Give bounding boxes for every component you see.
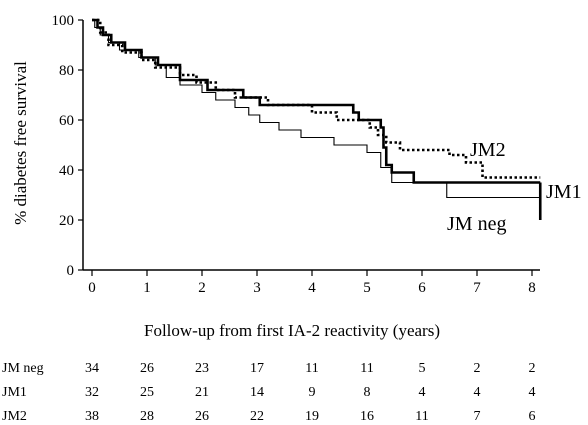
- risk-cell: 22: [250, 409, 264, 424]
- risk-cell: 6: [529, 409, 536, 424]
- risk-cell: 25: [140, 385, 154, 400]
- series-label-jm-neg: JM neg: [447, 213, 506, 235]
- series-label-jm2: JM2: [470, 139, 506, 161]
- risk-cell: 28: [140, 409, 154, 424]
- risk-cell: 11: [360, 361, 373, 376]
- risk-cell: 8: [364, 385, 371, 400]
- y-axis-ticks: 0 20 40 60 80 100: [52, 13, 83, 279]
- y-tick-label: 0: [67, 263, 75, 279]
- survival-curves: [92, 18, 542, 220]
- x-tick-label: 2: [198, 280, 206, 296]
- x-tick-label: 4: [308, 280, 316, 296]
- survival-curve-jm2: [92, 18, 541, 179]
- risk-cell: 21: [195, 385, 209, 400]
- risk-cell: 14: [250, 385, 264, 400]
- x-tick-label: 7: [473, 280, 481, 296]
- risk-cell: 4: [474, 385, 481, 400]
- x-axis-title: Follow-up from first IA-2 reactivity (ye…: [144, 321, 440, 340]
- risk-cell: 16: [360, 409, 374, 424]
- risk-cell: 5: [419, 361, 426, 376]
- risk-cell: 4: [529, 385, 536, 400]
- risk-cell: 2: [474, 361, 481, 376]
- survival-curve-jm1: [92, 18, 541, 184]
- risk-cell: 38: [85, 409, 99, 424]
- risk-cell: 19: [305, 409, 319, 424]
- y-tick-label: 80: [59, 63, 74, 79]
- risk-row-label: JM2: [2, 409, 27, 424]
- risk-cell: 34: [85, 361, 99, 376]
- x-axis-ticks: 0 1 2 3 4 5 6 7 8: [88, 270, 536, 296]
- y-tick-label: 100: [52, 13, 75, 29]
- risk-cell: 11: [415, 409, 428, 424]
- risk-cell: 7: [474, 409, 481, 424]
- x-tick-label: 3: [253, 280, 261, 296]
- risk-cell: 17: [250, 361, 264, 376]
- risk-cell: 26: [195, 409, 209, 424]
- x-tick-label: 1: [143, 280, 151, 296]
- y-axis-title: % diabetes free survival: [11, 61, 30, 225]
- y-tick-label: 60: [59, 113, 74, 129]
- y-tick-label: 20: [59, 213, 74, 229]
- x-tick-label: 8: [528, 280, 536, 296]
- risk-row-label: JM neg: [2, 361, 44, 376]
- risk-cell: 2: [529, 361, 536, 376]
- risk-cell: 23: [195, 361, 209, 376]
- x-tick-label: 6: [418, 280, 426, 296]
- risk-cell: 26: [140, 361, 154, 376]
- risk-cell: 9: [309, 385, 316, 400]
- series-label-jm1: JM1: [546, 181, 582, 203]
- risk-cell: 4: [419, 385, 426, 400]
- x-tick-label: 5: [363, 280, 371, 296]
- x-tick-label: 0: [88, 280, 96, 296]
- risk-cell: 11: [305, 361, 318, 376]
- y-tick-label: 40: [59, 163, 74, 179]
- risk-cell: 32: [85, 385, 99, 400]
- risk-row-label: JM1: [2, 385, 27, 400]
